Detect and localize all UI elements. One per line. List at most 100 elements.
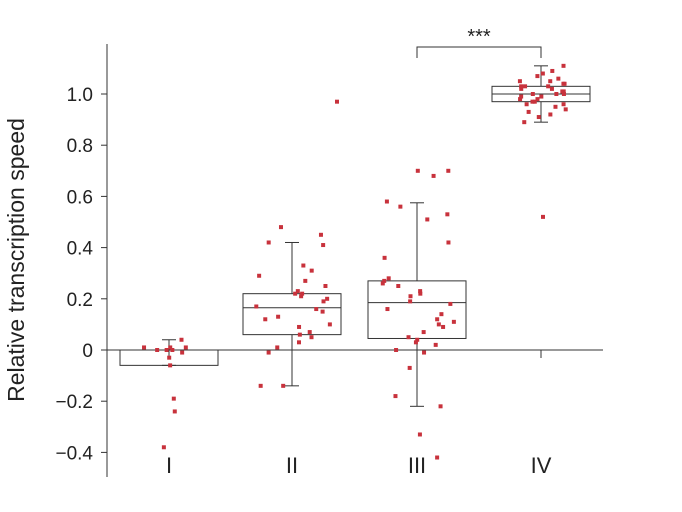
y-axis-title: Relative transcription speed bbox=[3, 118, 29, 402]
y-tick-label: 0 bbox=[82, 341, 93, 362]
data-point bbox=[435, 317, 440, 322]
data-point bbox=[546, 84, 551, 89]
data-point bbox=[536, 115, 541, 120]
data-point bbox=[281, 383, 286, 388]
data-point bbox=[524, 102, 529, 107]
data-point bbox=[172, 409, 177, 414]
data-point bbox=[550, 68, 555, 73]
box-iqr bbox=[242, 293, 342, 336]
box-ii bbox=[242, 241, 342, 387]
data-point bbox=[413, 340, 418, 345]
data-point bbox=[540, 71, 545, 76]
data-point bbox=[563, 107, 568, 112]
x-axis: I II III IV bbox=[107, 349, 603, 478]
data-point bbox=[394, 348, 399, 352]
data-point bbox=[418, 289, 423, 294]
data-point bbox=[421, 330, 426, 335]
data-point bbox=[380, 281, 385, 286]
data-point bbox=[431, 173, 436, 178]
data-point bbox=[266, 240, 271, 245]
data-point bbox=[180, 350, 185, 355]
box-iqr bbox=[367, 280, 467, 339]
data-point bbox=[168, 345, 173, 350]
data-point bbox=[382, 255, 387, 260]
data-point bbox=[553, 104, 558, 109]
data-point bbox=[297, 332, 302, 337]
data-point bbox=[321, 243, 326, 248]
data-point bbox=[561, 81, 566, 86]
data-point bbox=[263, 317, 268, 322]
data-point bbox=[275, 345, 280, 350]
data-point bbox=[539, 94, 544, 99]
data-point bbox=[417, 432, 422, 437]
data-point bbox=[300, 291, 305, 296]
data-point bbox=[522, 120, 527, 125]
data-point bbox=[307, 330, 312, 335]
data-point bbox=[446, 168, 451, 173]
data-point bbox=[435, 455, 440, 460]
data-point bbox=[385, 307, 390, 312]
y-tick-label: −0.4 bbox=[55, 443, 93, 464]
data-point bbox=[335, 99, 339, 104]
data-point bbox=[161, 445, 166, 450]
data-point bbox=[526, 109, 531, 114]
data-point bbox=[278, 225, 283, 230]
data-point bbox=[164, 348, 169, 352]
data-point bbox=[142, 345, 147, 350]
data-point bbox=[408, 294, 413, 299]
y-tick-label: 0.2 bbox=[67, 290, 93, 311]
data-point bbox=[530, 99, 535, 104]
data-point bbox=[561, 92, 566, 96]
data-point bbox=[396, 284, 401, 288]
data-point bbox=[415, 168, 420, 173]
data-point bbox=[320, 309, 325, 314]
data-point bbox=[549, 86, 554, 91]
data-point bbox=[314, 307, 319, 312]
x-category-label: IV bbox=[531, 453, 552, 478]
data-point bbox=[266, 350, 271, 355]
data-point bbox=[441, 324, 446, 329]
data-point bbox=[179, 337, 184, 342]
x-category-label: I bbox=[166, 453, 172, 478]
data-point bbox=[167, 355, 172, 360]
significance-bracket: *** bbox=[416, 26, 542, 58]
data-point bbox=[561, 89, 566, 94]
data-point bbox=[299, 294, 304, 299]
data-point bbox=[548, 79, 553, 84]
data-point bbox=[155, 348, 160, 352]
data-point bbox=[398, 204, 403, 209]
data-point bbox=[296, 340, 301, 345]
data-point bbox=[548, 112, 553, 117]
data-point bbox=[393, 394, 398, 399]
data-point bbox=[384, 199, 389, 204]
box-iv bbox=[491, 65, 591, 123]
y-tick-label: 1.0 bbox=[67, 85, 93, 106]
data-point bbox=[295, 289, 300, 294]
y-tick-label: 0.4 bbox=[67, 239, 94, 260]
data-point bbox=[532, 99, 537, 104]
data-point bbox=[408, 299, 413, 304]
data-point bbox=[519, 84, 524, 89]
y-axis: −0.4 −0.2 0 0.2 0.4 0.6 0.8 1.0 bbox=[55, 44, 108, 477]
data-point bbox=[318, 232, 323, 237]
data-point bbox=[535, 97, 540, 102]
data-point bbox=[556, 76, 561, 81]
data-point bbox=[518, 97, 523, 102]
data-point bbox=[445, 212, 450, 217]
data-point bbox=[325, 296, 330, 301]
data-point bbox=[554, 92, 559, 96]
data-point bbox=[436, 322, 441, 327]
data-point bbox=[257, 273, 262, 278]
data-point bbox=[321, 299, 326, 304]
data-point bbox=[439, 312, 444, 317]
data-point bbox=[517, 79, 522, 84]
data-point bbox=[254, 304, 259, 309]
data-point bbox=[309, 335, 314, 340]
data-points bbox=[142, 63, 568, 460]
data-point bbox=[183, 345, 188, 350]
data-point bbox=[418, 291, 423, 296]
data-point bbox=[519, 94, 524, 99]
significance-label: *** bbox=[467, 26, 491, 48]
data-point bbox=[170, 348, 175, 352]
data-point bbox=[448, 301, 453, 306]
